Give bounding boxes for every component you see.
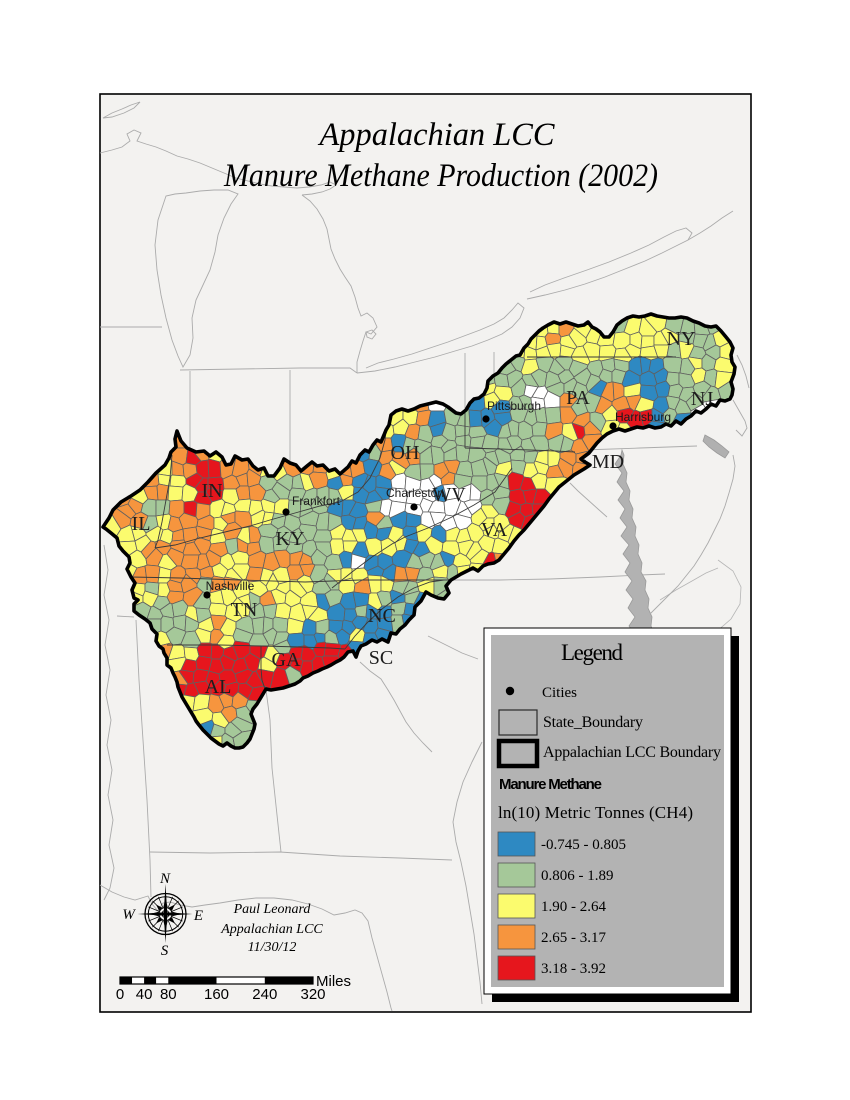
svg-text:Appalachian LCC: Appalachian LCC	[220, 922, 323, 937]
svg-text:IL: IL	[132, 513, 151, 535]
svg-text:Legend: Legend	[561, 640, 624, 665]
svg-text:State_Boundary: State_Boundary	[543, 714, 643, 731]
svg-text:AL: AL	[205, 676, 232, 698]
svg-text:0: 0	[116, 986, 124, 1003]
svg-text:Manure Methane Production (200: Manure Methane Production (2002)	[223, 158, 658, 194]
svg-text:Cities: Cities	[542, 685, 577, 701]
svg-text:-0.745 - 0.805: -0.745 - 0.805	[541, 837, 626, 853]
svg-text:PA: PA	[566, 387, 590, 409]
svg-text:240: 240	[252, 986, 277, 1003]
svg-text:E: E	[193, 908, 203, 924]
svg-text:Harrisburg: Harrisburg	[615, 410, 671, 424]
svg-text:TN: TN	[231, 599, 258, 621]
svg-text:Charleston: Charleston	[386, 486, 444, 500]
svg-text:Pittsburgh: Pittsburgh	[487, 399, 541, 413]
svg-text:Frankfort: Frankfort	[292, 494, 341, 508]
svg-text:Nashville: Nashville	[206, 579, 255, 593]
svg-text:W: W	[122, 907, 136, 923]
svg-text:NJ: NJ	[691, 388, 713, 410]
svg-text:80: 80	[160, 986, 177, 1003]
svg-text:0.806 - 1.89: 0.806 - 1.89	[541, 868, 614, 884]
svg-text:WV: WV	[432, 484, 466, 506]
svg-text:VA: VA	[481, 519, 508, 541]
svg-text:Appalachian LCC Boundary: Appalachian LCC Boundary	[543, 744, 721, 761]
svg-text:Appalachian LCC: Appalachian LCC	[318, 117, 556, 153]
svg-text:11/30/12: 11/30/12	[248, 940, 297, 955]
svg-text:NC: NC	[368, 605, 396, 627]
svg-text:ln(10) Metric Tonnes (CH4): ln(10) Metric Tonnes (CH4)	[498, 803, 693, 822]
svg-text:Manure Methane: Manure Methane	[499, 776, 602, 793]
svg-text:2.65 - 3.17: 2.65 - 3.17	[541, 930, 606, 946]
svg-text:MD: MD	[592, 451, 624, 473]
svg-text:OH: OH	[391, 442, 420, 464]
svg-text:N: N	[159, 871, 171, 887]
svg-text:GA: GA	[272, 649, 301, 671]
svg-text:320: 320	[300, 986, 325, 1003]
svg-text:40: 40	[136, 986, 153, 1003]
svg-text:SC: SC	[369, 647, 393, 669]
svg-text:IN: IN	[201, 480, 222, 502]
svg-text:NY: NY	[667, 328, 696, 350]
svg-text:160: 160	[204, 986, 229, 1003]
svg-text:KY: KY	[276, 528, 305, 550]
svg-text:S: S	[161, 943, 169, 959]
svg-text:3.18 - 3.92: 3.18 - 3.92	[541, 961, 606, 977]
svg-text:Paul Leonard: Paul Leonard	[233, 902, 312, 917]
svg-text:1.90 - 2.64: 1.90 - 2.64	[541, 899, 606, 915]
svg-text:Miles: Miles	[316, 973, 351, 990]
